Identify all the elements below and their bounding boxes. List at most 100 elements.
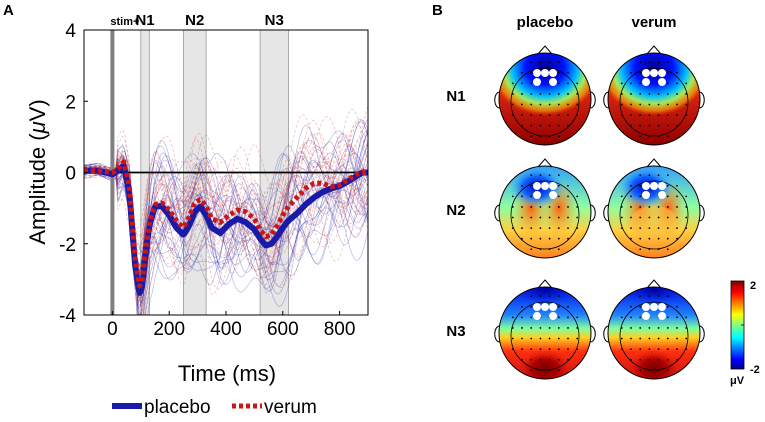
electrode (557, 93, 560, 95)
electrode (557, 369, 560, 372)
nose (537, 279, 553, 289)
mean-line-verum (82, 159, 370, 289)
row-label-n1: N1 (446, 88, 465, 105)
roi-electrode (549, 312, 557, 320)
electrode (557, 71, 560, 74)
electrode (639, 195, 642, 198)
electrode (548, 61, 551, 64)
electrode (639, 227, 642, 230)
electrode (648, 216, 651, 219)
electrode (666, 369, 669, 372)
electrode (676, 124, 678, 127)
electrode (620, 206, 623, 208)
x-tick-label: 0 (107, 319, 118, 340)
electrode (685, 103, 688, 106)
electrode (557, 248, 560, 251)
roi-electrode (642, 69, 650, 77)
electrode (548, 124, 551, 127)
roi-electrode (658, 191, 666, 199)
electrode (676, 216, 678, 219)
electrode (539, 135, 542, 138)
electrode (630, 327, 632, 329)
electrode (521, 124, 523, 127)
head-outline (607, 165, 701, 259)
electrode (639, 82, 642, 85)
electrode (521, 103, 523, 106)
electrode (539, 237, 542, 240)
y-axis-label-prefix: Amplitude ( (25, 133, 50, 245)
electrode (676, 103, 678, 106)
electrode (557, 124, 560, 127)
electrode (630, 348, 632, 350)
electrode (530, 295, 533, 298)
electrode (685, 337, 688, 340)
topomap-n1-verum (603, 45, 705, 146)
electrode (639, 61, 642, 64)
electrode (630, 305, 632, 308)
electrode (648, 93, 651, 95)
roi-electrode (541, 303, 549, 311)
head-outline (498, 165, 592, 259)
electrode (648, 114, 651, 116)
electrode (630, 124, 632, 127)
electrode (639, 316, 642, 319)
electrode (666, 174, 669, 177)
electrode (676, 327, 678, 329)
electrode (630, 103, 632, 106)
trace-verum (84, 145, 368, 295)
electrode (666, 295, 669, 298)
electrode (657, 358, 660, 361)
electrode (557, 358, 560, 361)
electrode (666, 184, 669, 187)
electrode (666, 71, 669, 74)
electrode (557, 135, 560, 138)
electrode (620, 337, 623, 340)
roi-electrode (541, 182, 549, 190)
nose (646, 279, 662, 289)
ear-right (698, 91, 705, 109)
electrode (539, 93, 542, 95)
electrode (648, 369, 651, 372)
electrode (630, 337, 632, 340)
electrode (685, 82, 688, 85)
electrode (539, 348, 542, 350)
head-outline (607, 286, 701, 380)
electrode (639, 295, 642, 298)
electrode (567, 305, 569, 308)
window-labels: N1 N2 N3 (135, 12, 283, 29)
y-axis-label-mu: μ (25, 121, 50, 134)
electrode (521, 337, 523, 340)
electrode (530, 305, 533, 308)
electrode (685, 114, 688, 116)
electrode (557, 206, 560, 208)
electrode (521, 93, 523, 95)
electrode (567, 327, 569, 329)
electrode (530, 248, 533, 251)
electrode (557, 216, 560, 219)
electrode (539, 216, 542, 219)
electrode (530, 195, 533, 198)
electrode (676, 184, 678, 187)
electrode (521, 206, 523, 208)
topomap-n2-verum (603, 158, 705, 259)
electrode (557, 305, 560, 308)
y-tick-label: 4 (65, 21, 76, 42)
electrode (666, 348, 669, 350)
electrode (521, 114, 523, 116)
electrode (576, 327, 579, 329)
electrode (620, 227, 623, 230)
electrode (657, 248, 660, 251)
electrode (530, 124, 533, 127)
electrode (676, 305, 678, 308)
electrode (657, 174, 660, 177)
electrode (576, 216, 579, 219)
ear-left (603, 325, 610, 343)
nose (537, 45, 553, 55)
electrode (620, 82, 623, 85)
electrode (666, 206, 669, 208)
roi-electrode (650, 182, 658, 190)
electrode (539, 61, 542, 64)
electrode (657, 216, 660, 219)
electrode (657, 327, 660, 329)
